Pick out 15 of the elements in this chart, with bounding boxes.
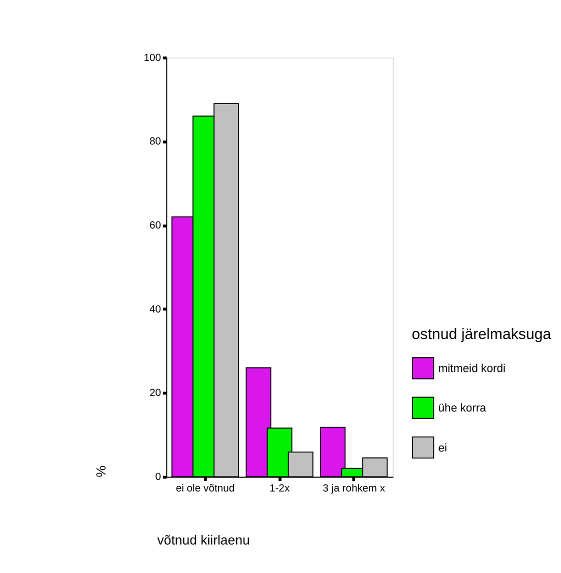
y-tick-label: 80 [149,136,162,148]
legend-title: ostnud järelmaksuga [412,326,552,343]
x-tick-label: 3 ja rohkem x [322,483,386,494]
y-tick-label: 60 [149,220,162,232]
x-tick-label: ei ole võtnud [176,483,235,494]
legend-label: ei [438,442,448,454]
y-tick-label: 0 [155,472,162,484]
x-axis-title: võtnud kiirlaenu [157,532,250,548]
y-tick-label: 20 [149,388,162,400]
x-tick-label: 1-2x [269,483,290,494]
y-axis-title: % [93,465,108,478]
legend-label: mitmeid kordi [438,362,506,375]
y-tick-label: 40 [149,304,162,316]
legend-label: ühe korra [438,402,487,415]
y-tick-label: 100 [144,52,162,64]
